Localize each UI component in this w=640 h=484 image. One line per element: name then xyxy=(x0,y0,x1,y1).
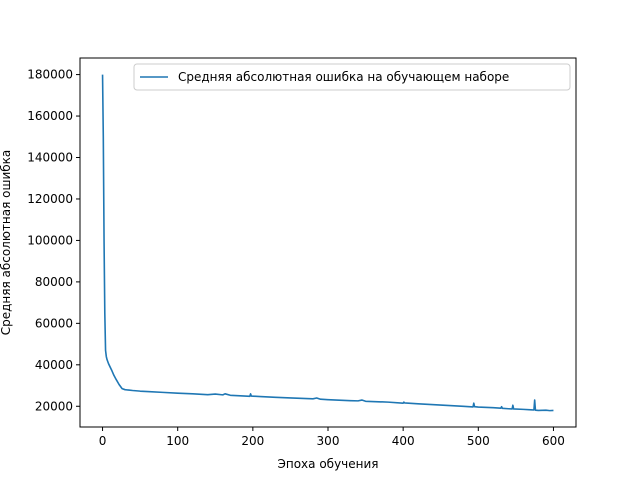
legend-box xyxy=(133,63,571,91)
y-axis-ticks: 20000 40000 60000 80000 100000 120000 140000 16… xyxy=(27,68,80,413)
x-tick-label: 600 xyxy=(542,434,565,448)
x-tick-label: 400 xyxy=(392,434,415,448)
x-axis-ticks: 0 100 200 300 400 500 600 xyxy=(99,427,565,448)
legend-entry-label: Средняя абсолютная ошибка на обучающем н… xyxy=(178,70,509,84)
plot-frame xyxy=(79,57,577,428)
y-tick-label: 120000 xyxy=(27,192,73,206)
y-tick-label: 160000 xyxy=(27,109,73,123)
y-tick-label: 20000 xyxy=(35,399,73,413)
y-tick-label: 180000 xyxy=(27,68,73,82)
y-tick-label: 60000 xyxy=(35,316,73,330)
plot-layer xyxy=(101,74,554,412)
x-tick-label: 100 xyxy=(166,434,189,448)
legend: Средняя абсолютная ошибка на обучающем н… xyxy=(133,63,571,91)
y-axis-label: Средняя абсолютная ошибка xyxy=(0,150,13,336)
y-tick-label: 40000 xyxy=(35,358,73,372)
y-tick-label: 100000 xyxy=(27,233,73,247)
x-tick-label: 500 xyxy=(467,434,490,448)
x-tick-label: 200 xyxy=(241,434,264,448)
series-line-0 xyxy=(101,74,554,412)
x-tick-label: 300 xyxy=(317,434,340,448)
y-tick-label: 80000 xyxy=(35,275,73,289)
x-tick-label: 0 xyxy=(99,434,107,448)
y-tick-label: 140000 xyxy=(27,151,73,165)
x-axis-label: Эпоха обучения xyxy=(277,457,378,471)
